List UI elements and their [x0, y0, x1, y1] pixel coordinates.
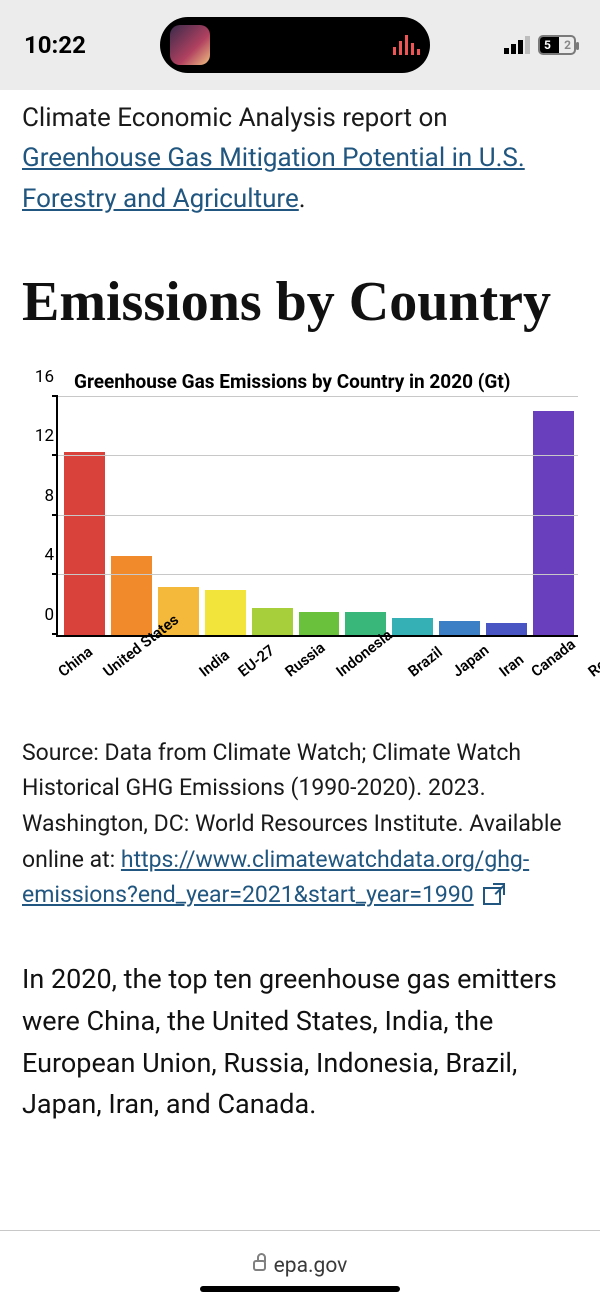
chart-title: Greenhouse Gas Emissions by Country in 2…	[74, 370, 578, 393]
x-label: Canada	[528, 635, 579, 680]
bar	[64, 452, 105, 635]
url-domain: epa.gov	[274, 1254, 348, 1278]
y-tick: 12	[24, 426, 54, 446]
cellular-signal-icon	[504, 36, 530, 54]
battery-icon: 5 2	[538, 35, 576, 55]
intro-pre: Climate Economic Analysis report on	[22, 103, 448, 133]
lock-icon	[253, 1260, 266, 1271]
bar	[252, 608, 293, 635]
status-time: 10:22	[24, 31, 86, 59]
x-label: EU-27	[235, 641, 278, 680]
chart-bars	[60, 397, 578, 635]
now-playing-avatar	[170, 25, 210, 65]
dynamic-island[interactable]	[160, 17, 430, 73]
intro-paragraph: Climate Economic Analysis report on Gree…	[22, 98, 578, 219]
audio-waveform-icon	[393, 35, 420, 55]
battery-pct-d1: 5	[544, 38, 551, 52]
bar	[486, 623, 527, 634]
intro-post: .	[299, 184, 306, 214]
home-indicator[interactable]	[200, 1286, 400, 1292]
battery-pct-d2: 2	[564, 38, 571, 52]
chart-source: Source: Data from Climate Watch; Climate…	[22, 735, 578, 913]
section-heading: Emissions by Country	[22, 271, 578, 334]
browser-url-bar[interactable]: epa.gov	[0, 1230, 600, 1300]
x-label: Russia	[282, 638, 329, 680]
x-label: Brazil	[405, 642, 446, 680]
chart-x-labels: ChinaUnited StatesIndiaEU-27RussiaIndone…	[58, 637, 578, 671]
y-tick: 0	[24, 605, 54, 625]
y-tick: 16	[24, 367, 54, 387]
bar	[439, 621, 480, 634]
page-content: Climate Economic Analysis report on Gree…	[0, 90, 600, 1230]
x-label: Rest of World	[585, 610, 600, 680]
x-label: Iran	[496, 650, 527, 680]
body-paragraph: In 2020, the top ten greenhouse gas emit…	[22, 959, 578, 1126]
y-tick: 4	[24, 545, 54, 565]
bar	[299, 612, 340, 634]
y-tick: 8	[24, 486, 54, 506]
status-right: 5 2	[504, 35, 576, 55]
x-label: China	[55, 642, 96, 680]
status-bar: 10:22 5 2	[0, 0, 600, 90]
external-link-icon	[483, 887, 501, 905]
chart-plot-area: 0481216	[56, 397, 578, 637]
bar	[533, 411, 574, 634]
bar	[392, 618, 433, 634]
forestry-link[interactable]: Greenhouse Gas Mitigation Potential in U…	[22, 143, 525, 213]
bar	[205, 590, 246, 635]
emissions-chart: Greenhouse Gas Emissions by Country in 2…	[22, 370, 578, 671]
x-label: Japan	[449, 641, 493, 681]
x-label: India	[196, 646, 233, 681]
bar	[111, 556, 152, 635]
